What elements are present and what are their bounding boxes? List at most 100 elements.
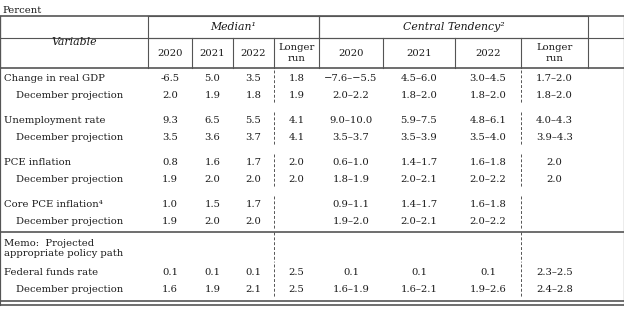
Text: 9.0–10.0: 9.0–10.0 [329, 116, 373, 125]
Text: 1.8–2.0: 1.8–2.0 [470, 91, 507, 100]
Text: Median¹: Median¹ [210, 22, 256, 32]
Text: 3.6: 3.6 [205, 133, 220, 142]
Text: 1.8–1.9: 1.8–1.9 [333, 175, 369, 184]
Text: 0.6–1.0: 0.6–1.0 [333, 158, 369, 167]
Text: 2.3–2.5: 2.3–2.5 [536, 268, 573, 277]
Text: 3.5–3.7: 3.5–3.7 [333, 133, 369, 142]
Text: December projection: December projection [16, 175, 124, 184]
Text: Percent: Percent [2, 6, 41, 15]
Text: 9.3: 9.3 [162, 116, 178, 125]
Text: 4.8–6.1: 4.8–6.1 [470, 116, 507, 125]
Text: −7.6–−5.5: −7.6–−5.5 [324, 74, 378, 83]
Text: 2020: 2020 [338, 48, 364, 57]
Text: 3.9–4.3: 3.9–4.3 [536, 133, 573, 142]
Text: 2.0–2.1: 2.0–2.1 [401, 217, 437, 226]
Text: Central Tendency²: Central Tendency² [402, 22, 504, 32]
Text: 2.0: 2.0 [288, 158, 305, 167]
Text: Longer
run: Longer run [536, 43, 573, 63]
Text: 1.6–1.9: 1.6–1.9 [333, 285, 369, 294]
Text: Core PCE inflation⁴: Core PCE inflation⁴ [4, 200, 103, 209]
Text: December projection: December projection [16, 285, 124, 294]
Text: 1.4–1.7: 1.4–1.7 [401, 200, 437, 209]
Text: December projection: December projection [16, 91, 124, 100]
Text: PCE inflation: PCE inflation [4, 158, 71, 167]
Text: 1.9–2.6: 1.9–2.6 [470, 285, 506, 294]
Text: 2.0–2.2: 2.0–2.2 [470, 217, 506, 226]
Text: Memo:  Projected: Memo: Projected [4, 238, 94, 247]
Text: December projection: December projection [16, 217, 124, 226]
Text: 2.0: 2.0 [205, 217, 220, 226]
Text: Longer
run: Longer run [278, 43, 314, 63]
Text: 2.0–2.1: 2.0–2.1 [401, 175, 437, 184]
Text: 1.7: 1.7 [245, 158, 261, 167]
Text: 3.0–4.5: 3.0–4.5 [470, 74, 507, 83]
Text: 2.0–2.2: 2.0–2.2 [333, 91, 369, 100]
Text: 1.8: 1.8 [288, 74, 305, 83]
Text: 5.5: 5.5 [246, 116, 261, 125]
Text: 4.5–6.0: 4.5–6.0 [401, 74, 437, 83]
Text: 2.5: 2.5 [288, 285, 305, 294]
Text: 1.9: 1.9 [162, 175, 178, 184]
Text: 1.7–2.0: 1.7–2.0 [536, 74, 573, 83]
Text: 2.0: 2.0 [547, 175, 562, 184]
Text: 1.7: 1.7 [245, 200, 261, 209]
Text: 2.0: 2.0 [162, 91, 178, 100]
Text: 1.9: 1.9 [162, 217, 178, 226]
Text: December projection: December projection [16, 133, 124, 142]
Text: 3.5: 3.5 [162, 133, 178, 142]
Text: 2.0–2.2: 2.0–2.2 [470, 175, 506, 184]
Text: 4.1: 4.1 [288, 116, 305, 125]
Text: 0.8: 0.8 [162, 158, 178, 167]
Text: 4.1: 4.1 [288, 133, 305, 142]
Text: 2020: 2020 [157, 48, 183, 57]
Text: 2.1: 2.1 [245, 285, 261, 294]
Text: 2021: 2021 [406, 48, 432, 57]
Text: 1.8–2.0: 1.8–2.0 [536, 91, 573, 100]
Text: 1.9: 1.9 [288, 91, 305, 100]
Text: 1.9: 1.9 [205, 91, 220, 100]
Text: 2.0: 2.0 [246, 217, 261, 226]
Text: 5.9–7.5: 5.9–7.5 [401, 116, 437, 125]
Text: 0.1: 0.1 [162, 268, 178, 277]
Text: 0.1: 0.1 [411, 268, 427, 277]
Text: 4.0–4.3: 4.0–4.3 [536, 116, 573, 125]
Text: 1.6: 1.6 [162, 285, 178, 294]
Text: 3.5–3.9: 3.5–3.9 [401, 133, 437, 142]
Text: 0.1: 0.1 [480, 268, 496, 277]
Text: 2.0: 2.0 [288, 175, 305, 184]
Text: Unemployment rate: Unemployment rate [4, 116, 105, 125]
Text: 2022: 2022 [475, 48, 500, 57]
Text: 1.4–1.7: 1.4–1.7 [401, 158, 437, 167]
Text: 0.1: 0.1 [343, 268, 359, 277]
Text: 2.0: 2.0 [547, 158, 562, 167]
Text: -6.5: -6.5 [160, 74, 180, 83]
Text: 1.9: 1.9 [205, 285, 220, 294]
Text: 6.5: 6.5 [205, 116, 220, 125]
Text: Federal funds rate: Federal funds rate [4, 268, 98, 277]
Text: 2021: 2021 [200, 48, 225, 57]
Text: 2022: 2022 [241, 48, 266, 57]
Text: 2.0: 2.0 [246, 175, 261, 184]
Text: 3.7: 3.7 [246, 133, 261, 142]
Text: 2.4–2.8: 2.4–2.8 [536, 285, 573, 294]
Text: 3.5: 3.5 [246, 74, 261, 83]
Text: 0.1: 0.1 [245, 268, 261, 277]
Text: 1.6: 1.6 [205, 158, 220, 167]
Text: 0.9–1.1: 0.9–1.1 [333, 200, 369, 209]
Text: Variable: Variable [51, 37, 97, 47]
Text: Change in real GDP: Change in real GDP [4, 74, 105, 83]
Text: 3.5–4.0: 3.5–4.0 [470, 133, 507, 142]
Text: 1.0: 1.0 [162, 200, 178, 209]
Text: 1.8–2.0: 1.8–2.0 [401, 91, 437, 100]
Text: 2.0: 2.0 [205, 175, 220, 184]
Text: 1.6–1.8: 1.6–1.8 [470, 200, 507, 209]
Text: 1.6–2.1: 1.6–2.1 [401, 285, 437, 294]
Text: appropriate policy path: appropriate policy path [4, 249, 124, 258]
Text: 5.0: 5.0 [205, 74, 220, 83]
Text: 1.5: 1.5 [205, 200, 220, 209]
Text: 1.8: 1.8 [245, 91, 261, 100]
Text: 2.5: 2.5 [288, 268, 305, 277]
Text: 0.1: 0.1 [205, 268, 220, 277]
Text: 1.9–2.0: 1.9–2.0 [333, 217, 369, 226]
Text: 1.6–1.8: 1.6–1.8 [470, 158, 507, 167]
